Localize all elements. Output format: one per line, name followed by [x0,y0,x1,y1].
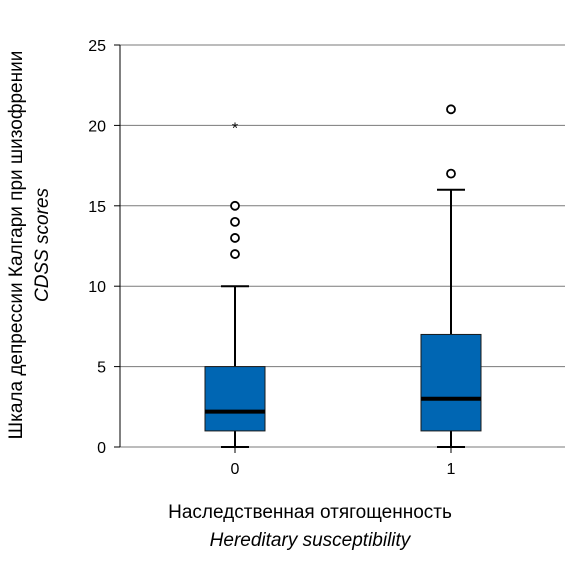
y-axis: 0 5 10 15 20 25 [88,38,121,457]
outlier-point [446,104,456,115]
x-axis-title-en: Hereditary susceptibility [210,530,412,551]
y-axis-title-en: CDSS scores [32,187,53,302]
extreme-point: * [232,120,238,137]
gridlines [120,44,565,448]
y-tick-label: 5 [97,360,106,377]
x-tick-label: 0 [231,461,240,478]
outlier-point [446,168,456,179]
box-group-0: * [204,120,266,448]
y-tick-label: 0 [97,440,106,457]
box-iqr [420,333,482,432]
box-iqr [204,366,266,432]
outlier-point [230,216,240,227]
x-axis-title: Наследственная отягощенность [168,502,452,523]
y-tick-label: 15 [88,199,106,216]
x-tick-label: 1 [447,461,456,478]
y-axis-title: Шкала депрессии Калгари при шизофрении [6,51,27,440]
outlier-point [230,249,240,259]
y-tick-label: 10 [88,279,106,296]
outlier-point [230,233,240,243]
box-group-1 [420,104,482,448]
boxes: * [204,104,482,448]
y-tick-label: 25 [88,38,106,55]
outlier-point [230,200,240,211]
y-tick-label: 20 [88,118,106,135]
